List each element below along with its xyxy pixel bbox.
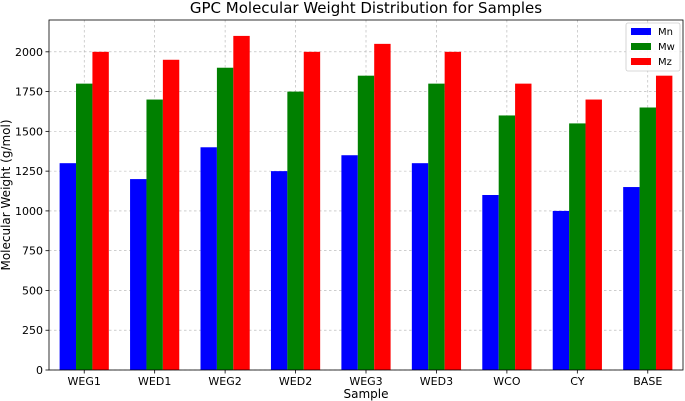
- bar-mw-weg3: [357, 75, 375, 370]
- bar-mz-cy: [585, 99, 602, 370]
- legend: Mn Mw Mz: [625, 22, 681, 72]
- y-tick-label: 1250: [15, 165, 43, 178]
- x-axis-title: Sample: [344, 387, 389, 401]
- bar-mn-weg2: [200, 147, 217, 370]
- y-tick-label: 2000: [15, 46, 43, 59]
- bar-mz-wed3: [444, 51, 462, 371]
- legend-label-mz: Mz: [658, 57, 672, 68]
- legend-label-mw: Mw: [658, 42, 675, 53]
- bars: [59, 35, 673, 371]
- bar-mz-weg2: [233, 35, 250, 371]
- bar-mz-wed1: [162, 59, 180, 370]
- bar-mn-weg1: [59, 163, 77, 370]
- x-tick-label: WEG3: [349, 375, 382, 388]
- legend-swatch-mz: [631, 58, 651, 65]
- bar-mn-wed2: [270, 171, 288, 370]
- y-tick-label: 1000: [15, 205, 43, 218]
- x-axis-ticks: WEG1 WED1 WEG2 WED2 WEG3 WED3 WCO CY BASE: [68, 370, 662, 388]
- y-tick-label: 1750: [15, 86, 43, 99]
- bar-mw-weg2: [216, 67, 234, 371]
- bar-mw-wed3: [428, 83, 445, 371]
- legend-label-mn: Mn: [658, 27, 673, 38]
- bar-mw-cy: [569, 123, 586, 370]
- bar-mw-wed1: [146, 99, 163, 370]
- x-tick-label: WCO: [493, 375, 521, 388]
- bar-mz-base: [655, 75, 673, 370]
- y-tick-label: 1500: [15, 125, 43, 138]
- bar-mn-base: [623, 187, 640, 370]
- x-tick-label: CY: [570, 375, 584, 388]
- legend-swatch-mw: [631, 43, 651, 50]
- bar-mn-cy: [552, 210, 570, 370]
- legend-swatch-mn: [631, 28, 651, 35]
- y-tick-label: 750: [22, 245, 43, 258]
- x-tick-label: WED2: [279, 375, 312, 388]
- x-tick-label: WED3: [420, 375, 453, 388]
- bar-mw-weg1: [76, 83, 93, 371]
- y-axis-ticks: 0 250 500 750 1000 1250 1500 1750 2000: [15, 46, 49, 377]
- bar-mw-wed2: [287, 91, 304, 370]
- bar-mw-wco: [498, 115, 516, 370]
- x-tick-label: WEG1: [68, 375, 101, 388]
- y-tick-label: 250: [22, 324, 43, 337]
- bar-mw-base: [639, 107, 656, 370]
- chart-title: GPC Molecular Weight Distribution for Sa…: [190, 0, 542, 17]
- y-tick-label: 500: [22, 284, 43, 297]
- y-tick-label: 0: [36, 364, 43, 377]
- bar-mn-wed1: [130, 179, 147, 370]
- x-tick-label: BASE: [633, 375, 662, 388]
- bar-mz-weg1: [92, 51, 109, 371]
- bar-mn-wco: [482, 195, 499, 370]
- y-axis-title: Molecular Weight (g/mol): [0, 119, 13, 270]
- bar-mz-wco: [515, 83, 532, 371]
- bar-mz-weg3: [374, 43, 391, 370]
- x-tick-label: WED1: [138, 375, 171, 388]
- bar-mn-wed3: [411, 163, 429, 370]
- x-tick-label: WEG2: [208, 375, 241, 388]
- bar-mn-weg3: [341, 155, 358, 370]
- bar-mz-wed2: [303, 51, 321, 371]
